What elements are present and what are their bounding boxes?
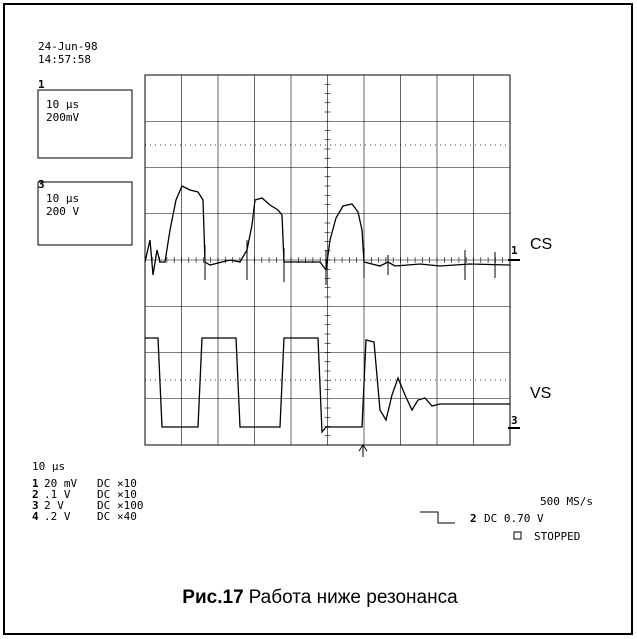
caption-text: Работа ниже резонанса	[249, 587, 458, 608]
channel-probe: ×100	[117, 499, 144, 512]
channel-list: 1 20 mV DC ×10 2 .1 V DC ×10 3 2 V DC ×100 4 .2 V DC ×4…	[32, 477, 144, 523]
channel-box	[37, 181, 133, 246]
status: STOPPED	[534, 530, 580, 543]
trigger-arrow	[358, 444, 368, 457]
box-scale: 200mV	[46, 111, 79, 124]
trace-marker: 3	[511, 414, 518, 427]
box-number: 1	[38, 78, 45, 91]
channel-number: 3	[32, 499, 39, 512]
box-scale: 200 V	[46, 205, 79, 218]
date: 24-Jun-98	[38, 40, 98, 53]
trigger-symbol	[420, 511, 455, 524]
channel-coupling: DC	[97, 488, 110, 501]
status-box	[513, 531, 522, 540]
channel-coupling: DC	[97, 499, 110, 512]
box-timebase: 10 µs	[46, 192, 79, 205]
channel-volts: 20 mV	[44, 477, 77, 490]
box-timebase: 10 µs	[46, 98, 79, 111]
time: 14:57:58	[38, 53, 91, 66]
channel-number: 1	[32, 477, 39, 490]
trace-marker: 1	[511, 244, 518, 257]
frame	[3, 3, 633, 635]
timebase: 10 µs	[32, 460, 65, 473]
trace-label: CS	[530, 236, 552, 253]
cs-trace	[144, 185, 511, 276]
sample-rate: 500 MS/s	[540, 495, 593, 508]
channel-volts: .1 V	[44, 488, 71, 501]
trigger-channel: 2	[470, 512, 477, 525]
channel-number: 2	[32, 488, 39, 501]
channel-coupling: DC	[97, 477, 110, 490]
channel-probe: ×40	[117, 510, 137, 523]
channel-probe: ×10	[117, 488, 137, 501]
box-number: 3	[38, 178, 45, 191]
channel-probe: ×10	[117, 477, 137, 490]
trace-label: VS	[530, 385, 551, 402]
channel-volts: .2 V	[44, 510, 71, 523]
cs-spikes	[204, 240, 496, 285]
channel-number: 4	[32, 510, 39, 523]
channel-coupling: DC	[97, 510, 110, 523]
channel-volts: 2 V	[44, 499, 64, 512]
vs-trace	[145, 337, 510, 434]
caption: Рис.17 Работа ниже резонанса	[182, 587, 458, 608]
channel-box	[37, 89, 133, 159]
trigger-setting: DC 0.70 V	[484, 512, 544, 525]
caption-figure: Рис.17	[182, 587, 243, 608]
